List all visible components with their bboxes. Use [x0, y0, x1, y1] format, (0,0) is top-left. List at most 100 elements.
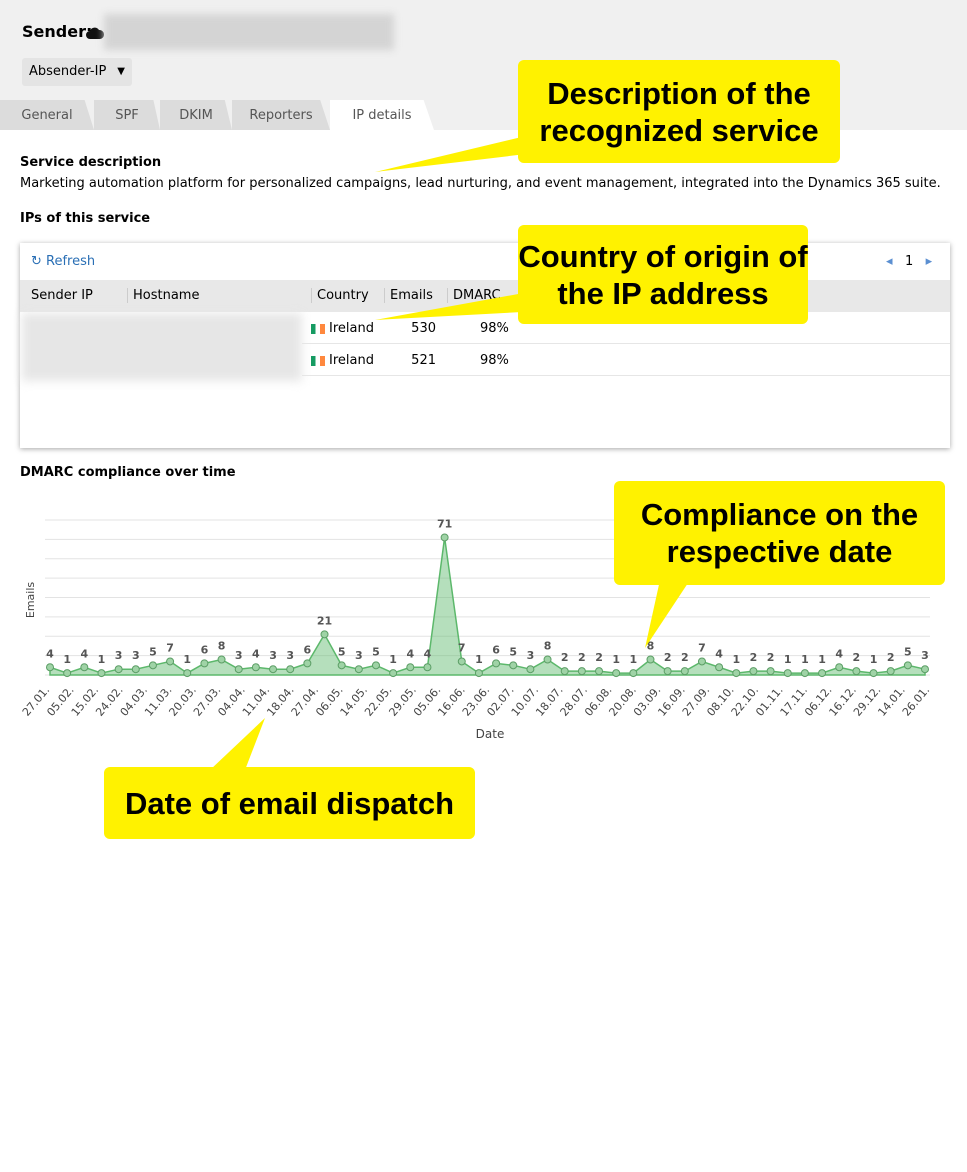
tab[interactable]: IP details [330, 100, 434, 130]
tab[interactable]: General [0, 100, 94, 130]
chart-title: DMARC compliance over time [20, 465, 236, 480]
value-label: 1 [63, 653, 71, 666]
callout-pointers [210, 135, 690, 770]
value-label: 2 [681, 651, 689, 664]
tab[interactable]: SPF [94, 100, 160, 130]
point [697, 657, 706, 666]
value-label: 4 [424, 647, 432, 660]
value-label: 4 [80, 647, 88, 660]
value-label: 5 [149, 645, 157, 658]
point [560, 667, 569, 676]
value-label: 1 [389, 653, 397, 666]
point [629, 669, 638, 678]
point [903, 661, 912, 670]
value-label: 2 [853, 651, 861, 664]
refresh-button[interactable]: ↻ Refresh [31, 254, 96, 269]
cloud-icon [86, 27, 104, 39]
value-label: 5 [372, 645, 380, 658]
emails: 521 [411, 353, 436, 368]
point [749, 667, 758, 676]
page-number: 1 [904, 254, 914, 269]
point [286, 665, 295, 674]
point [406, 663, 415, 672]
value-label: 3 [269, 649, 277, 662]
value-label: 1 [183, 653, 191, 666]
point [474, 669, 483, 678]
point [80, 663, 89, 672]
point [766, 667, 775, 676]
callout: Country of origin of the IP address [518, 225, 808, 324]
point [646, 655, 655, 664]
blurred-ips [22, 313, 302, 381]
column-header: Hostname [127, 288, 199, 303]
value-label: 4 [835, 647, 843, 660]
emails: 530 [411, 321, 436, 336]
point [663, 667, 672, 676]
dropdown-label: Absender-IP [29, 64, 107, 79]
point [457, 657, 466, 666]
value-label: 1 [612, 653, 620, 666]
value-label: 3 [235, 649, 243, 662]
flag [311, 324, 325, 334]
value-label: 5 [904, 645, 912, 658]
value-label: 5 [338, 645, 346, 658]
point [251, 663, 260, 672]
point [148, 661, 157, 670]
value-label: 2 [664, 651, 672, 664]
point [234, 665, 243, 674]
column-header: Emails [384, 288, 433, 303]
point [526, 665, 535, 674]
value-label: 3 [355, 649, 363, 662]
point [509, 661, 518, 670]
value-label: 3 [286, 649, 294, 662]
blurred-sender [104, 14, 394, 50]
refresh-label: Refresh [46, 254, 96, 269]
point [114, 665, 123, 674]
tab[interactable]: Reporters [232, 100, 330, 130]
value-label: 5 [509, 645, 517, 658]
point [423, 663, 432, 672]
value-label: 2 [750, 651, 758, 664]
callout: Description of the recognized service [518, 60, 840, 163]
prev[interactable]: ◂ [886, 254, 893, 269]
value-label: 8 [647, 640, 655, 653]
value-label: 2 [887, 651, 895, 664]
tab[interactable]: DKIM [160, 100, 232, 130]
point [612, 669, 621, 678]
point [869, 669, 878, 678]
value-label: 6 [201, 643, 209, 656]
sender-label: Sender: [22, 22, 93, 41]
value-label: 7 [698, 641, 706, 654]
value-label: 7 [458, 641, 466, 654]
value-label: 1 [801, 653, 809, 666]
next[interactable]: ▸ [925, 254, 933, 269]
chart: Emails Date 27.01.05.02.15.02.24.02.04.0… [20, 517, 932, 741]
country: Ireland [329, 353, 374, 368]
flag [311, 356, 325, 366]
value-label: 2 [578, 651, 586, 664]
value-label: 1 [870, 653, 878, 666]
value-label: 6 [304, 643, 312, 656]
dropdown[interactable]: Absender-IP ▼ [22, 58, 132, 86]
value-label: 1 [475, 653, 483, 666]
value-label: 1 [98, 653, 106, 666]
column-header: Country [311, 288, 369, 303]
point [800, 669, 809, 678]
value-label: 8 [218, 640, 226, 653]
point [492, 659, 501, 668]
row-border [302, 375, 950, 376]
pager: ◂ 1 ▸ [886, 254, 932, 269]
value-label: 71 [437, 517, 452, 530]
value-label: 7 [166, 641, 174, 654]
value-label: 21 [317, 614, 332, 627]
point [835, 663, 844, 672]
country: Ireland [329, 321, 374, 336]
point [595, 667, 604, 676]
point [131, 665, 140, 674]
section-heading: IPs of this service [20, 211, 151, 226]
point [269, 665, 278, 674]
value-label: 2 [767, 651, 775, 664]
x-axis-label: Date [476, 727, 505, 741]
point [852, 667, 861, 676]
value-label: 1 [818, 653, 826, 666]
